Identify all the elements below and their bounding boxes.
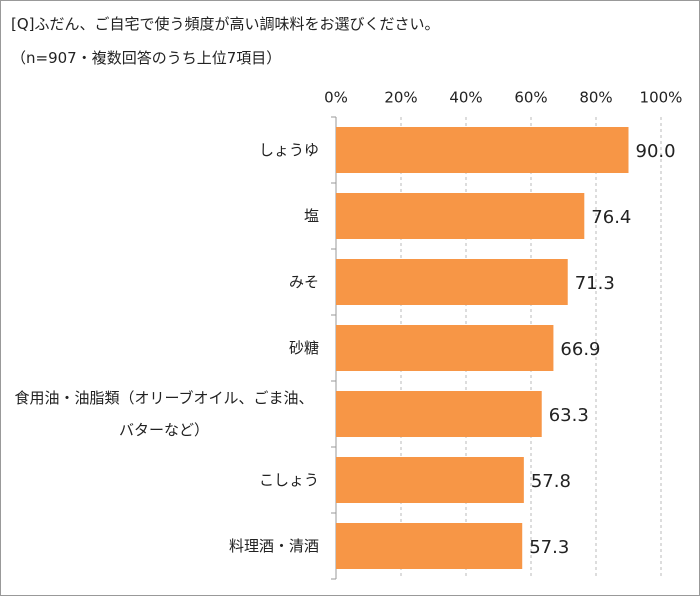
- bar: [336, 259, 568, 305]
- bar: [336, 193, 585, 239]
- chart-title: [Q]ふだん、ご自宅で使う頻度が高い調味料をお選びください。: [11, 15, 440, 33]
- chart-subtitle: （n=907・複数回答のうち上位7項目）: [11, 49, 282, 67]
- x-tick-label: 60%: [514, 89, 547, 107]
- value-label: 66.9: [560, 339, 600, 360]
- category-text: 砂糖: [288, 339, 319, 357]
- value-label: 57.3: [529, 537, 569, 558]
- bar: [336, 325, 554, 371]
- category-label: 塩: [9, 200, 319, 232]
- value-label: 71.3: [575, 273, 615, 294]
- category-text: 塩: [303, 207, 319, 225]
- value-label: 90.0: [636, 141, 676, 162]
- category-label: 料理酒・清酒: [9, 530, 319, 562]
- x-tick-label: 80%: [579, 89, 612, 107]
- bar: [336, 127, 629, 173]
- x-tick-label: 0%: [324, 89, 348, 107]
- value-label: 63.3: [549, 405, 589, 426]
- value-label: 76.4: [591, 207, 631, 228]
- category-label: しょうゆ: [9, 134, 319, 166]
- category-text: こしょう: [258, 471, 319, 489]
- value-label: 57.8: [531, 471, 571, 492]
- category-text: みそ: [288, 273, 319, 291]
- category-label: みそ: [9, 266, 319, 298]
- category-text: 料理酒・清酒: [228, 537, 319, 555]
- bar: [336, 457, 524, 503]
- category-label: 砂糖: [9, 332, 319, 364]
- category-text: 食用油・油脂類（オリーブオイル、ごま油、バターなど）: [14, 389, 314, 439]
- category-label: 食用油・油脂類（オリーブオイル、ごま油、バターなど）: [9, 382, 319, 446]
- category-label: こしょう: [9, 464, 319, 496]
- x-tick-label: 20%: [384, 89, 417, 107]
- bar: [336, 523, 523, 569]
- x-tick-label: 40%: [449, 89, 482, 107]
- category-text: しょうゆ: [258, 141, 319, 159]
- bar: [336, 391, 542, 437]
- x-tick-label: 100%: [640, 89, 683, 107]
